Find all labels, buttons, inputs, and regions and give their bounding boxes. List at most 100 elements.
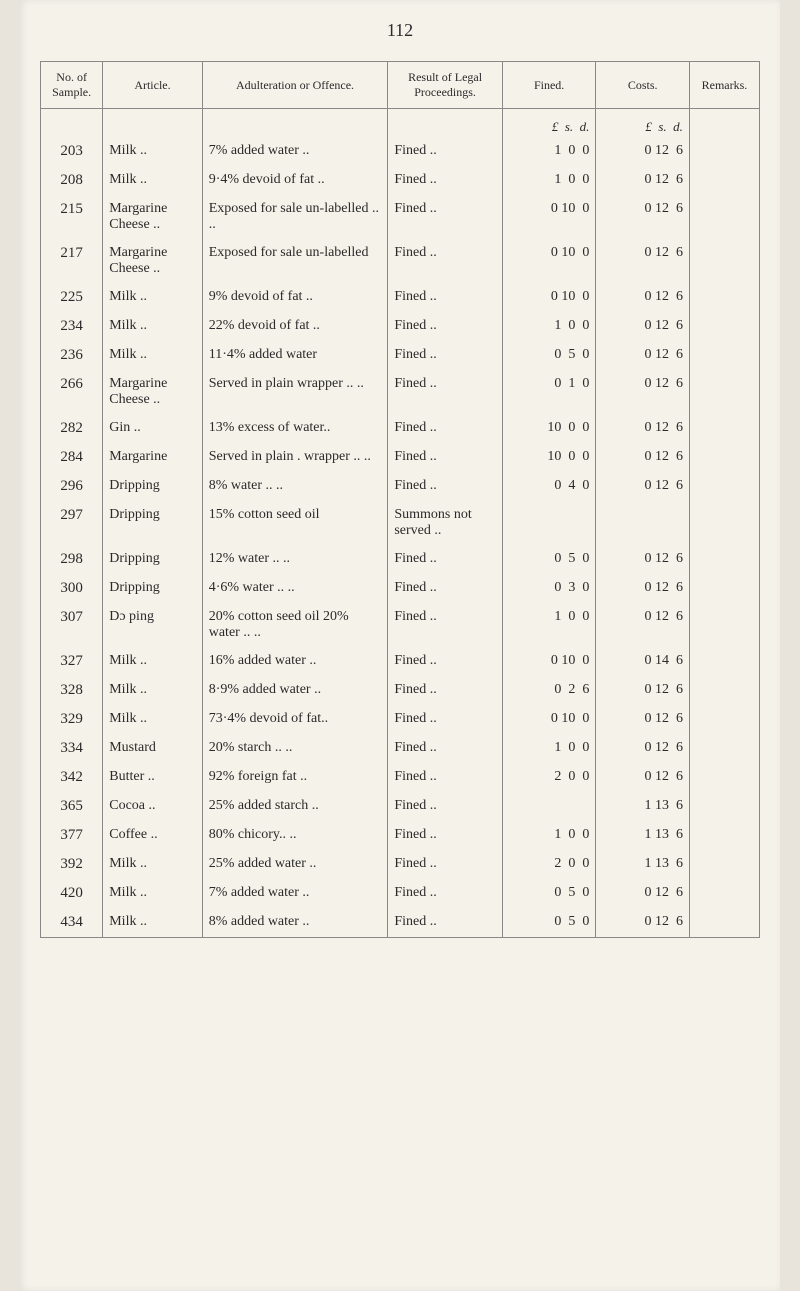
cell-article: Margarine Cheese .. <box>103 239 203 283</box>
cell-remarks <box>689 850 759 879</box>
cell-no: 225 <box>41 283 103 312</box>
cell-costs: 0 12 6 <box>596 763 690 792</box>
cell-fined <box>502 792 596 821</box>
cell-no: 365 <box>41 792 103 821</box>
currency-fined: £ s. d. <box>502 109 596 138</box>
cell-offence: 11·4% added water <box>202 341 388 370</box>
table-row: 342Butter ..92% foreign fat ..Fined .. 2… <box>41 763 760 792</box>
cell-article: Milk .. <box>103 341 203 370</box>
cell-fined: 1 0 0 <box>502 166 596 195</box>
cell-result: Fined .. <box>388 603 503 647</box>
cell-fined: 0 5 0 <box>502 545 596 574</box>
cell-costs: 0 12 6 <box>596 879 690 908</box>
cell-article: Milk .. <box>103 283 203 312</box>
cell-result: Fined .. <box>388 792 503 821</box>
cell-costs: 0 12 6 <box>596 734 690 763</box>
cell-fined: 1 0 0 <box>502 137 596 166</box>
cell-costs: 0 12 6 <box>596 370 690 414</box>
table-row: 307Dɔ ping20% cotton seed oil 20% water … <box>41 603 760 647</box>
cell-no: 266 <box>41 370 103 414</box>
cell-fined: 0 5 0 <box>502 341 596 370</box>
cell-remarks <box>689 239 759 283</box>
table-row: 300Dripping4·6% water .. ..Fined .. 0 3 … <box>41 574 760 603</box>
cell-costs: 0 12 6 <box>596 676 690 705</box>
cell-article: Milk .. <box>103 705 203 734</box>
table-row: 236Milk ..11·4% added waterFined .. 0 5 … <box>41 341 760 370</box>
cell-remarks <box>689 676 759 705</box>
cell-no: 296 <box>41 472 103 501</box>
prosecutions-table: No. of Sample. Article. Adulteration or … <box>40 61 760 938</box>
cell-article: Margarine Cheese .. <box>103 195 203 239</box>
cell-result: Fined .. <box>388 545 503 574</box>
cell-result: Fined .. <box>388 850 503 879</box>
table-row: 284MargarineServed in plain . wrapper ..… <box>41 443 760 472</box>
cell-offence: Exposed for sale un-labelled .. .. <box>202 195 388 239</box>
cell-remarks <box>689 603 759 647</box>
table-row: 203Milk ..7% added water ..Fined .. 1 0 … <box>41 137 760 166</box>
cell-no: 208 <box>41 166 103 195</box>
cell-article: Margarine Cheese .. <box>103 370 203 414</box>
cell-result: Fined .. <box>388 574 503 603</box>
cell-remarks <box>689 501 759 545</box>
cell-offence: Served in plain wrapper .. .. <box>202 370 388 414</box>
cell-remarks <box>689 472 759 501</box>
cell-offence: 73·4% devoid of fat.. <box>202 705 388 734</box>
cell-no: 377 <box>41 821 103 850</box>
cell-article: Gin .. <box>103 414 203 443</box>
cell-remarks <box>689 137 759 166</box>
cell-fined: 2 0 0 <box>502 763 596 792</box>
cell-offence: 7% added water .. <box>202 137 388 166</box>
cell-result: Fined .. <box>388 283 503 312</box>
cell-offence: 13% excess of water.. <box>202 414 388 443</box>
cell-fined: 0 4 0 <box>502 472 596 501</box>
cell-no: 234 <box>41 312 103 341</box>
cell-fined: 0 2 6 <box>502 676 596 705</box>
cell-offence: 92% foreign fat .. <box>202 763 388 792</box>
cell-offence: Served in plain . wrapper .. .. <box>202 443 388 472</box>
header-article: Article. <box>103 62 203 109</box>
table-row: 266Margarine Cheese ..Served in plain wr… <box>41 370 760 414</box>
table-row: 234Milk ..22% devoid of fat ..Fined .. 1… <box>41 312 760 341</box>
cell-offence: 25% added water .. <box>202 850 388 879</box>
cell-remarks <box>689 195 759 239</box>
cell-offence: 8% water .. .. <box>202 472 388 501</box>
cell-result: Fined .. <box>388 137 503 166</box>
cell-article: Milk .. <box>103 647 203 676</box>
cell-remarks <box>689 879 759 908</box>
cell-article: Cocoa .. <box>103 792 203 821</box>
cell-fined: 0 5 0 <box>502 908 596 938</box>
cell-no: 203 <box>41 137 103 166</box>
cell-no: 329 <box>41 705 103 734</box>
table-row: 225Milk ..9% devoid of fat ..Fined .. 0 … <box>41 283 760 312</box>
cell-article: Margarine <box>103 443 203 472</box>
cell-article: Milk .. <box>103 166 203 195</box>
table-row: 217Margarine Cheese ..Exposed for sale u… <box>41 239 760 283</box>
cell-offence: 20% cotton seed oil 20% water .. .. <box>202 603 388 647</box>
cell-article: Dripping <box>103 545 203 574</box>
cell-result: Fined .. <box>388 734 503 763</box>
cell-costs: 0 12 6 <box>596 443 690 472</box>
cell-fined: 1 0 0 <box>502 603 596 647</box>
header-fined: Fined. <box>502 62 596 109</box>
table-row: 298Dripping12% water .. ..Fined .. 0 5 0… <box>41 545 760 574</box>
cell-costs: 0 12 6 <box>596 137 690 166</box>
cell-no: 282 <box>41 414 103 443</box>
cell-remarks <box>689 414 759 443</box>
cell-costs: 0 12 6 <box>596 545 690 574</box>
cell-no: 434 <box>41 908 103 938</box>
cell-offence: 9·4% devoid of fat .. <box>202 166 388 195</box>
table-row: 392Milk ..25% added water ..Fined .. 2 0… <box>41 850 760 879</box>
cell-offence: 7% added water .. <box>202 879 388 908</box>
cell-fined: 0 10 0 <box>502 195 596 239</box>
cell-costs: 0 12 6 <box>596 312 690 341</box>
cell-costs: 0 12 6 <box>596 166 690 195</box>
cell-costs: 0 12 6 <box>596 195 690 239</box>
currency-header-row: £ s. d. £ s. d. <box>41 109 760 138</box>
cell-result: Fined .. <box>388 821 503 850</box>
cell-fined: 0 10 0 <box>502 647 596 676</box>
cell-result: Fined .. <box>388 370 503 414</box>
cell-result: Fined .. <box>388 647 503 676</box>
header-offence: Adulteration or Offence. <box>202 62 388 109</box>
cell-article: Mustard <box>103 734 203 763</box>
cell-offence: 12% water .. .. <box>202 545 388 574</box>
